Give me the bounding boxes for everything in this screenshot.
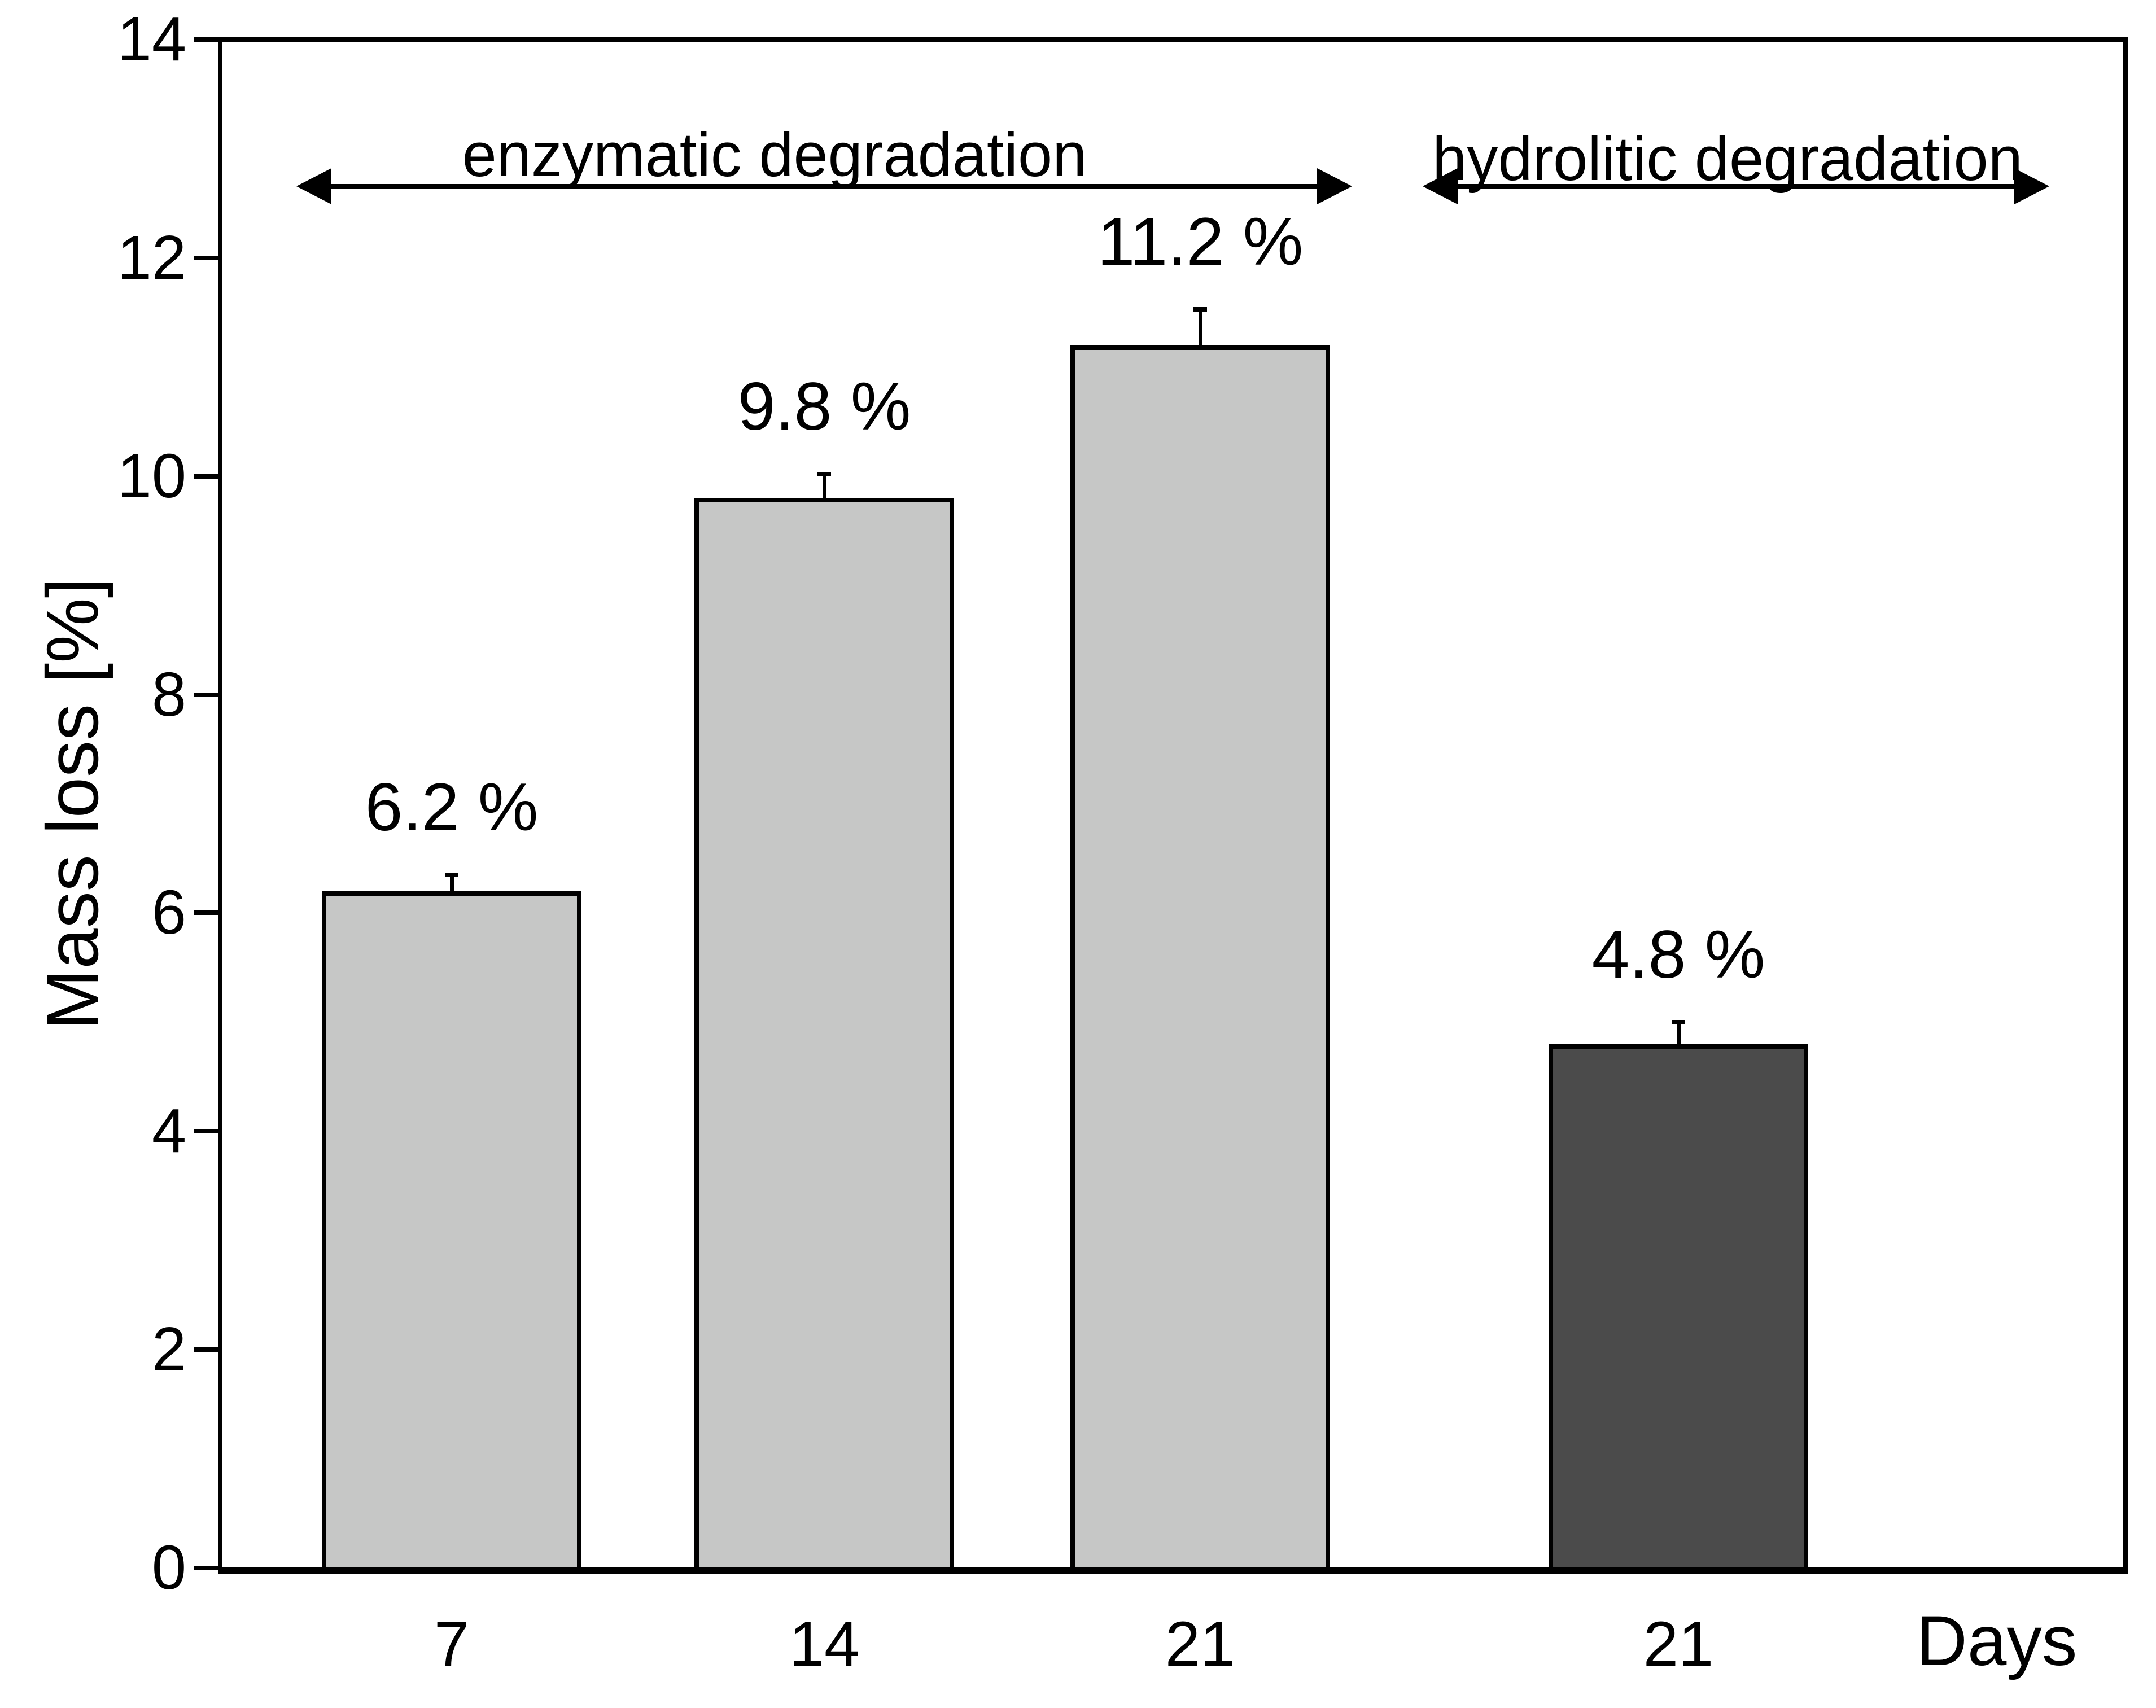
arrow-right-head-icon	[2014, 168, 2049, 204]
y-tick-mark	[194, 910, 218, 916]
y-tick-mark	[194, 474, 218, 479]
y-tick-label: 8	[151, 659, 186, 729]
range-arrow-line	[1452, 184, 2020, 189]
y-tick-mark	[194, 1566, 218, 1570]
arrow-left-head-icon	[1423, 168, 1458, 204]
error-bar-stem	[1199, 309, 1202, 345]
range-arrow-line	[326, 184, 1323, 189]
x-axis-title: Days	[1916, 1602, 2078, 1680]
y-tick-label: 12	[117, 222, 186, 292]
y-tick-label: 0	[151, 1533, 186, 1602]
y-tick-mark	[194, 1129, 218, 1134]
y-axis-title: Mass loss [%]	[31, 577, 113, 1030]
y-tick-label: 14	[117, 5, 186, 74]
y-tick-label: 4	[151, 1096, 186, 1166]
y-tick-label: 10	[117, 441, 186, 511]
bar-value-label: 11.2 %	[1097, 203, 1304, 279]
y-tick-mark	[194, 1347, 218, 1352]
x-tick-label: 21	[1165, 1609, 1236, 1679]
bar	[1549, 1044, 1808, 1571]
arrow-left-head-icon	[296, 168, 331, 204]
error-bar-cap	[1193, 306, 1207, 312]
error-bar-cap	[445, 872, 458, 877]
bar	[694, 498, 954, 1571]
error-bar-stem	[1677, 1022, 1681, 1044]
range-annotation-label: hydrolitic degradation	[1432, 124, 2023, 194]
y-tick-mark	[194, 255, 218, 260]
error-bar-stem	[450, 874, 454, 891]
bar	[1070, 345, 1330, 1571]
bar-value-label: 9.8 %	[737, 368, 911, 444]
arrow-right-head-icon	[1317, 168, 1352, 204]
bar-value-label: 6.2 %	[365, 769, 539, 845]
range-annotation-label: enzymatic degradation	[462, 120, 1087, 190]
x-tick-label: 21	[1643, 1609, 1714, 1679]
error-bar-cap	[817, 471, 831, 476]
y-tick-mark	[194, 692, 218, 697]
bar	[322, 891, 581, 1571]
error-bar-cap	[1672, 1019, 1685, 1024]
x-tick-label: 14	[789, 1609, 860, 1679]
bar-value-label: 4.8 %	[1591, 916, 1765, 992]
x-tick-label: 7	[434, 1609, 470, 1679]
y-tick-label: 6	[151, 878, 186, 948]
error-bar-stem	[823, 474, 826, 498]
y-tick-label: 2	[151, 1315, 186, 1385]
y-tick-mark	[194, 37, 218, 42]
